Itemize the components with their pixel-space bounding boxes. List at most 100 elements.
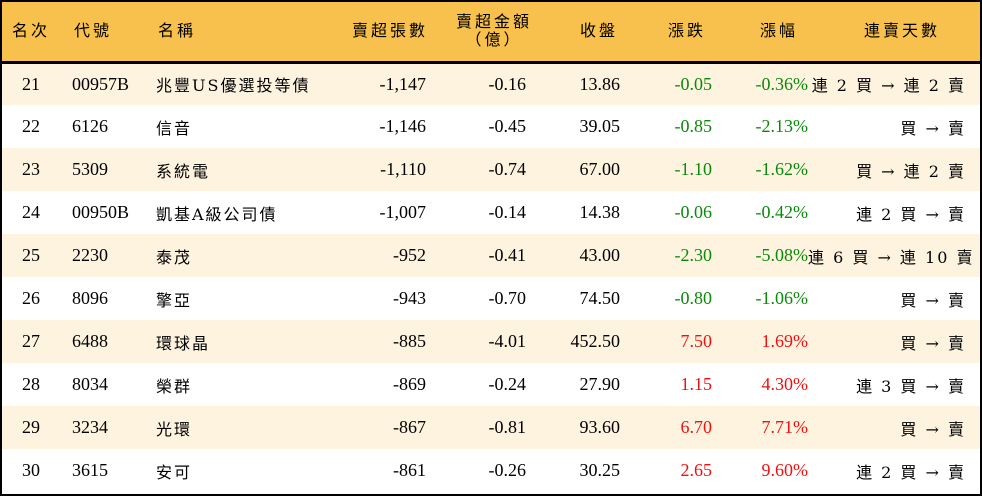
stock-name-cell[interactable]: 系統電 xyxy=(156,161,211,181)
close-price-cell: 14.38 xyxy=(579,202,621,222)
header-close[interactable]: 收盤 xyxy=(532,2,624,64)
rank-cell: 25 xyxy=(22,245,40,265)
header-code[interactable]: 代號 xyxy=(66,2,150,64)
header-change[interactable]: 漲跌 xyxy=(624,2,716,64)
stock-name-cell[interactable]: 安可 xyxy=(156,462,193,482)
header-net-sell-amount[interactable]: 賣超金額 （億） xyxy=(432,2,532,64)
rank-cell: 23 xyxy=(22,159,40,179)
stock-code-cell[interactable]: 00950B xyxy=(72,202,130,222)
stock-name-cell[interactable]: 榮群 xyxy=(156,376,193,396)
stock-code-cell[interactable]: 6126 xyxy=(72,116,108,136)
sell-streak-cell: 買 → 連 2 賣 xyxy=(856,161,966,181)
stock-code-cell[interactable]: 00957B xyxy=(72,73,130,94)
price-change-cell: 6.70 xyxy=(680,417,713,437)
table-row[interactable]: 23 5309 系統電 -1,110 -0.74 67.00 -1.10 -1.… xyxy=(2,148,980,191)
sell-streak-cell: 連 3 買 → 賣 xyxy=(856,376,966,396)
net-sell-amount-cell: -4.01 xyxy=(488,331,527,351)
stock-name-cell[interactable]: 信音 xyxy=(156,118,193,138)
stock-code-cell[interactable]: 8096 xyxy=(72,288,108,308)
close-price-cell: 13.86 xyxy=(579,73,621,94)
net-sell-volume-cell: -943 xyxy=(393,288,426,308)
header-change-pct[interactable]: 漲幅 xyxy=(716,2,808,64)
net-sell-amount-cell: -0.41 xyxy=(488,245,527,265)
net-sell-amount-cell: -0.14 xyxy=(488,202,527,222)
sell-streak-cell: 買 → 賣 xyxy=(900,419,966,439)
stock-code-cell[interactable]: 6488 xyxy=(72,331,108,351)
price-change-cell: -0.80 xyxy=(674,288,713,308)
price-change-cell: -0.06 xyxy=(674,202,713,222)
price-change-cell: -0.85 xyxy=(674,116,713,136)
change-pct-cell: 7.71% xyxy=(761,417,809,437)
net-sell-amount-cell: -0.81 xyxy=(488,417,527,437)
header-rank[interactable]: 名次 xyxy=(2,2,66,64)
stock-name-cell[interactable]: 光環 xyxy=(156,419,193,439)
header-streak[interactable]: 連賣天數 xyxy=(808,2,980,64)
sell-streak-cell: 連 6 買 → 連 10 賣 xyxy=(808,247,975,267)
close-price-cell: 74.50 xyxy=(579,288,621,308)
sell-streak-cell: 連 2 買 → 賣 xyxy=(856,462,966,482)
rank-cell: 28 xyxy=(22,374,40,394)
sell-streak-cell: 買 → 賣 xyxy=(900,290,966,310)
net-sell-amount-cell: -0.26 xyxy=(488,460,527,480)
table-row[interactable]: 27 6488 環球晶 -885 -4.01 452.50 7.50 1.69%… xyxy=(2,320,980,363)
rank-cell: 29 xyxy=(22,417,40,437)
price-change-cell: 2.65 xyxy=(680,460,713,480)
header-name[interactable]: 名稱 xyxy=(150,2,330,64)
change-pct-cell: 4.30% xyxy=(761,374,809,394)
change-pct-cell: -2.13% xyxy=(755,116,809,136)
rank-cell: 30 xyxy=(22,460,40,480)
header-net-sell-amount-line1: 賣超金額 xyxy=(455,12,532,32)
rank-cell: 27 xyxy=(22,331,40,351)
header-net-sell-amount-line2: （億） xyxy=(465,30,523,50)
stock-name-cell[interactable]: 擎亞 xyxy=(156,290,193,310)
close-price-cell: 39.05 xyxy=(579,116,621,136)
table-row[interactable]: 22 6126 信音 -1,146 -0.45 39.05 -0.85 -2.1… xyxy=(2,105,980,148)
stock-name-cell[interactable]: 環球晶 xyxy=(156,333,211,353)
net-sell-volume-cell: -1,147 xyxy=(379,73,427,94)
net-sell-volume-cell: -861 xyxy=(393,460,426,480)
close-price-cell: 30.25 xyxy=(579,460,621,480)
table-row[interactable]: 29 3234 光環 -867 -0.81 93.60 6.70 7.71% 買… xyxy=(2,406,980,449)
close-price-cell: 27.90 xyxy=(579,374,621,394)
net-sell-volume-cell: -869 xyxy=(393,374,426,394)
sell-streak-cell: 買 → 賣 xyxy=(900,118,966,138)
stock-code-cell[interactable]: 2230 xyxy=(72,245,108,265)
price-change-cell: 7.50 xyxy=(680,331,713,351)
change-pct-cell: -5.08% xyxy=(755,245,809,265)
close-price-cell: 43.00 xyxy=(579,245,621,265)
net-sell-amount-cell: -0.74 xyxy=(488,159,527,179)
net-sell-volume-cell: -867 xyxy=(393,417,426,437)
stock-code-cell[interactable]: 3234 xyxy=(72,417,108,437)
stock-code-cell[interactable]: 8034 xyxy=(72,374,108,394)
net-sell-volume-cell: -885 xyxy=(393,331,426,351)
stock-name-cell[interactable]: 凱基A級公司債 xyxy=(156,204,278,224)
stock-code-cell[interactable]: 5309 xyxy=(72,159,108,179)
header-net-sell-volume[interactable]: 賣超張數 xyxy=(330,2,432,64)
net-sell-volume-cell: -1,007 xyxy=(379,202,427,222)
net-sell-amount-cell: -0.45 xyxy=(488,116,527,136)
change-pct-cell: -0.36% xyxy=(755,73,809,94)
rank-cell: 26 xyxy=(22,288,40,308)
net-sell-volume-cell: -1,110 xyxy=(380,159,426,179)
table-row[interactable]: 24 00950B 凱基A級公司債 -1,007 -0.14 14.38 -0.… xyxy=(2,191,980,234)
rank-cell: 21 xyxy=(22,73,40,94)
change-pct-cell: 9.60% xyxy=(761,460,809,480)
price-change-cell: -2.30 xyxy=(674,245,713,265)
table-row[interactable]: 26 8096 擎亞 -943 -0.70 74.50 -0.80 -1.06%… xyxy=(2,277,980,320)
stock-name-cell[interactable]: 泰茂 xyxy=(156,247,193,267)
sell-streak-cell: 連 2 買 → 賣 xyxy=(856,204,966,224)
table-row[interactable]: 30 3615 安可 -861 -0.26 30.25 2.65 9.60% 連… xyxy=(2,449,980,492)
table-row[interactable]: 21 00957B 兆豐US優選投等債 -1,147 -0.16 13.86 -… xyxy=(2,62,980,105)
change-pct-cell: -1.06% xyxy=(755,288,809,308)
close-price-cell: 452.50 xyxy=(570,331,621,351)
change-pct-cell: -0.42% xyxy=(755,202,809,222)
table-row[interactable]: 25 2230 泰茂 -952 -0.41 43.00 -2.30 -5.08%… xyxy=(2,234,980,277)
stock-code-cell[interactable]: 3615 xyxy=(72,460,108,480)
table-header-row: 名次 代號 名稱 賣超張數 賣超金額 （億） 收盤 漲跌 漲幅 連賣天數 xyxy=(2,2,980,64)
table-row[interactable]: 28 8034 榮群 -869 -0.24 27.90 1.15 4.30% 連… xyxy=(2,363,980,406)
change-pct-cell: -1.62% xyxy=(755,159,809,179)
stock-name-cell[interactable]: 兆豐US優選投等債 xyxy=(156,76,311,96)
sell-streak-cell: 連 2 買 → 連 2 賣 xyxy=(811,76,966,96)
